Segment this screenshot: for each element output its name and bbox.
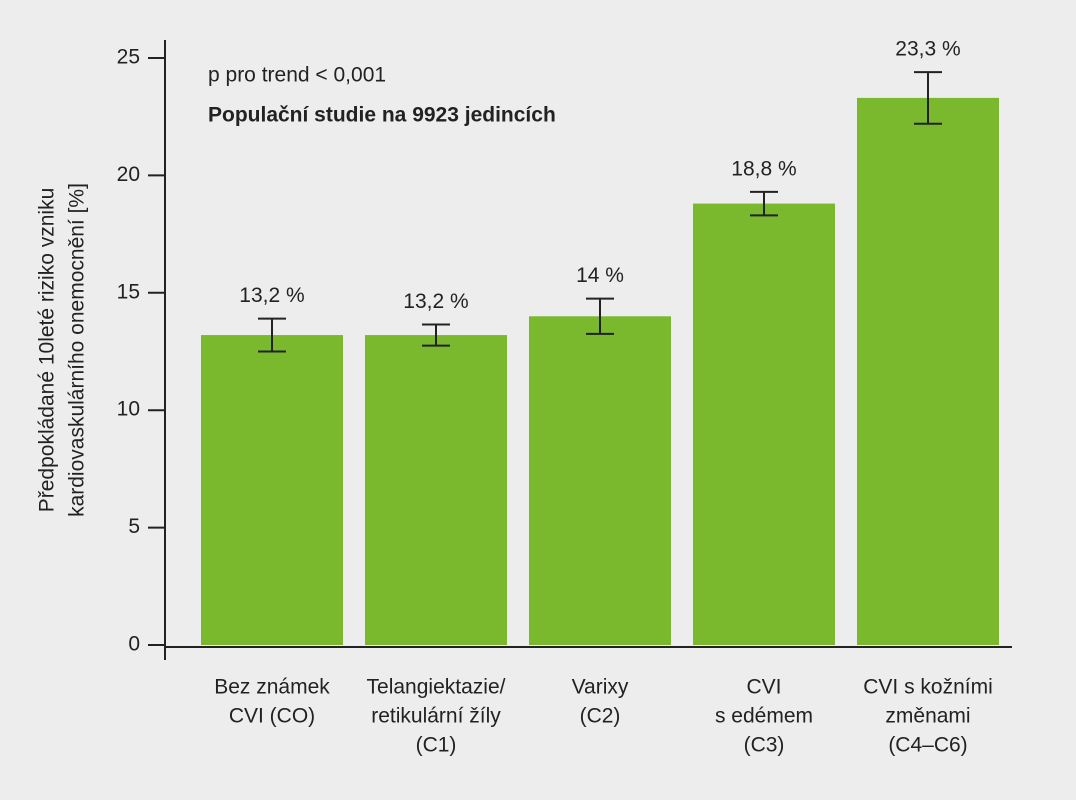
x-tick-label: (C3) [744, 734, 785, 757]
x-tick-label: CVI [746, 676, 781, 699]
error-bar [750, 190, 778, 217]
annotation: p pro trend < 0,001 [208, 64, 386, 87]
bar [365, 335, 507, 645]
value-label: 13,2 % [403, 290, 468, 313]
error-bar [422, 323, 450, 347]
y-axis-label: kardiovaskulárního onemocnění [%] [66, 183, 89, 517]
x-tick-label: (C4–C6) [888, 734, 967, 757]
y-tick-label: 0 [128, 633, 140, 656]
x-tick-label: (C2) [580, 705, 621, 728]
x-tick-label: Varixy [572, 676, 629, 699]
bar [529, 316, 671, 645]
error-bar [914, 71, 942, 125]
x-tick-label: CVI (CO) [229, 705, 315, 728]
x-tick-label: Telangiektazie/ [367, 676, 506, 699]
bar [201, 335, 343, 645]
y-axis-label: Předpokládané 10leté riziko vzniku [36, 188, 59, 513]
y-tick-label: 10 [117, 398, 140, 421]
error-bar [258, 317, 286, 353]
x-tick-label: změnami [885, 705, 970, 728]
annotation: Populační studie na 9923 jedincích [208, 104, 556, 127]
x-tick-label: Bez známek [214, 676, 330, 699]
value-label: 18,8 % [731, 157, 796, 180]
bar [693, 203, 835, 646]
bar [857, 97, 999, 645]
y-tick-label: 15 [117, 280, 140, 303]
x-tick-label: s edémem [715, 705, 813, 728]
x-tick-label: retikulární žíly [371, 705, 501, 728]
value-label: 14 % [576, 264, 624, 287]
y-tick-label: 25 [117, 46, 140, 69]
error-bar [586, 297, 614, 335]
y-tick-label: 20 [117, 163, 140, 186]
y-tick-label: 5 [128, 515, 140, 538]
value-label: 23,3 % [895, 38, 960, 61]
x-tick-label: CVI s kožními [863, 676, 993, 699]
x-tick-label: (C1) [416, 734, 457, 757]
value-label: 13,2 % [239, 284, 304, 307]
